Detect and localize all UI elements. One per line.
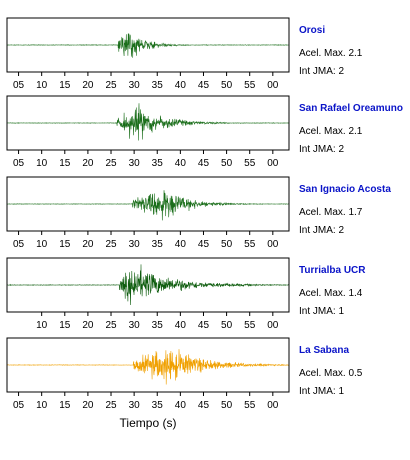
jma-intensity-label: Int JMA: 2 [299, 66, 344, 77]
x-tick-label: 00 [267, 158, 279, 169]
panel-frame [6, 17, 290, 73]
jma-intensity-label: Int JMA: 1 [299, 386, 344, 397]
x-tick-label: 10 [36, 400, 48, 411]
waveform-trace [6, 264, 289, 306]
x-tick-label: 50 [221, 320, 233, 331]
x-tick-label: 15 [59, 158, 71, 169]
x-tick-label: 20 [82, 239, 94, 250]
x-tick-label: 35 [152, 400, 164, 411]
x-tick-label: 55 [244, 158, 256, 169]
x-tick-label: 10 [36, 320, 48, 331]
panel-2: 05 10 15 20 25 30 35 40 45 50 55 00 San Rafael Oream… [6, 95, 403, 169]
x-tick-label: 15 [59, 320, 71, 331]
x-tick-label: 50 [221, 158, 233, 169]
x-tick-label: 50 [221, 80, 233, 91]
x-tick-label: 05 [13, 80, 25, 91]
x-tick-label: 10 [36, 239, 48, 250]
panel-4: 10 15 20 25 30 35 40 45 50 55 00 Turrialba UCR Acel.… [6, 257, 366, 331]
x-tick-label: 45 [198, 158, 210, 169]
max-acceleration-label: Acel. Max. 2.1 [299, 126, 363, 137]
x-tick-label: 30 [129, 158, 141, 169]
x-tick-label: 25 [105, 400, 117, 411]
waveform-trace [6, 190, 289, 221]
waveform-trace [7, 33, 289, 58]
x-tick-label: 40 [175, 158, 187, 169]
x-tick-label: 05 [13, 158, 25, 169]
x-tick-label: 45 [198, 400, 210, 411]
x-tick-label: 25 [105, 239, 117, 250]
panel-1: 05 10 15 20 25 30 35 40 45 50 55 00 Orosi Acel. Max. … [6, 17, 363, 91]
x-tick-label: 40 [175, 400, 187, 411]
panel-3: 05 10 15 20 25 30 35 40 45 50 55 00 San Ignacio Acos… [6, 176, 391, 250]
x-tick-label: 30 [129, 320, 141, 331]
x-tick-label: 15 [59, 80, 71, 91]
x-tick-label: 30 [129, 400, 141, 411]
x-tick-label: 35 [152, 320, 164, 331]
x-tick-label: 45 [198, 239, 210, 250]
x-tick-label: 45 [198, 80, 210, 91]
max-acceleration-label: Acel. Max. 1.7 [299, 207, 363, 218]
x-tick-label: 20 [82, 158, 94, 169]
x-tick-label: 55 [244, 80, 256, 91]
x-tick-label: 25 [105, 320, 117, 331]
x-tick-label: 35 [152, 80, 164, 91]
x-tick-label: 40 [175, 320, 187, 331]
station-name: La Sabana [299, 345, 349, 356]
x-tick-label: 00 [267, 400, 279, 411]
x-tick-label: 35 [152, 239, 164, 250]
station-name: Orosi [299, 25, 325, 36]
x-tick-label: 00 [267, 320, 279, 331]
x-axis-label: Tiempo (s) [120, 416, 177, 430]
x-tick-label: 00 [267, 239, 279, 250]
x-tick-label: 30 [129, 80, 141, 91]
jma-intensity-label: Int JMA: 2 [299, 144, 344, 155]
station-name: San Rafael Oreamuno [299, 103, 403, 114]
x-tick-label: 05 [13, 400, 25, 411]
panel-frame [6, 337, 290, 393]
x-tick-label: 10 [36, 158, 48, 169]
x-tick-label: 15 [59, 400, 71, 411]
x-tick-label: 55 [244, 320, 256, 331]
x-tick-label: 50 [221, 239, 233, 250]
max-acceleration-label: Acel. Max. 1.4 [299, 288, 363, 299]
x-tick-label: 40 [175, 239, 187, 250]
x-tick-label: 00 [267, 80, 279, 91]
x-tick-label: 45 [198, 320, 210, 331]
x-tick-label: 10 [36, 80, 48, 91]
jma-intensity-label: Int JMA: 1 [299, 306, 344, 317]
x-tick-label: 30 [129, 239, 141, 250]
x-tick-label: 40 [175, 80, 187, 91]
x-tick-label: 25 [105, 158, 117, 169]
panel-frame [6, 176, 290, 232]
x-tick-label: 25 [105, 80, 117, 91]
x-tick-label: 55 [244, 239, 256, 250]
jma-intensity-label: Int JMA: 2 [299, 225, 344, 236]
panel-5: 05 10 15 20 25 30 35 40 45 50 55 00 La Sabana Acel. M… [6, 337, 363, 411]
waveform-trace [6, 349, 289, 385]
x-tick-label: 55 [244, 400, 256, 411]
x-tick-label: 20 [82, 400, 94, 411]
max-acceleration-label: Acel. Max. 2.1 [299, 48, 363, 59]
x-tick-label: 20 [82, 80, 94, 91]
x-tick-label: 05 [13, 239, 25, 250]
waveform-trace [6, 103, 289, 141]
x-tick-label: 20 [82, 320, 94, 331]
x-tick-label: 50 [221, 400, 233, 411]
panel-frame [6, 95, 290, 151]
station-name: San Ignacio Acosta [299, 184, 391, 195]
station-name: Turrialba UCR [299, 265, 366, 276]
max-acceleration-label: Acel. Max. 0.5 [299, 368, 363, 379]
x-tick-label: 35 [152, 158, 164, 169]
panel-frame [6, 257, 290, 313]
x-tick-label: 15 [59, 239, 71, 250]
